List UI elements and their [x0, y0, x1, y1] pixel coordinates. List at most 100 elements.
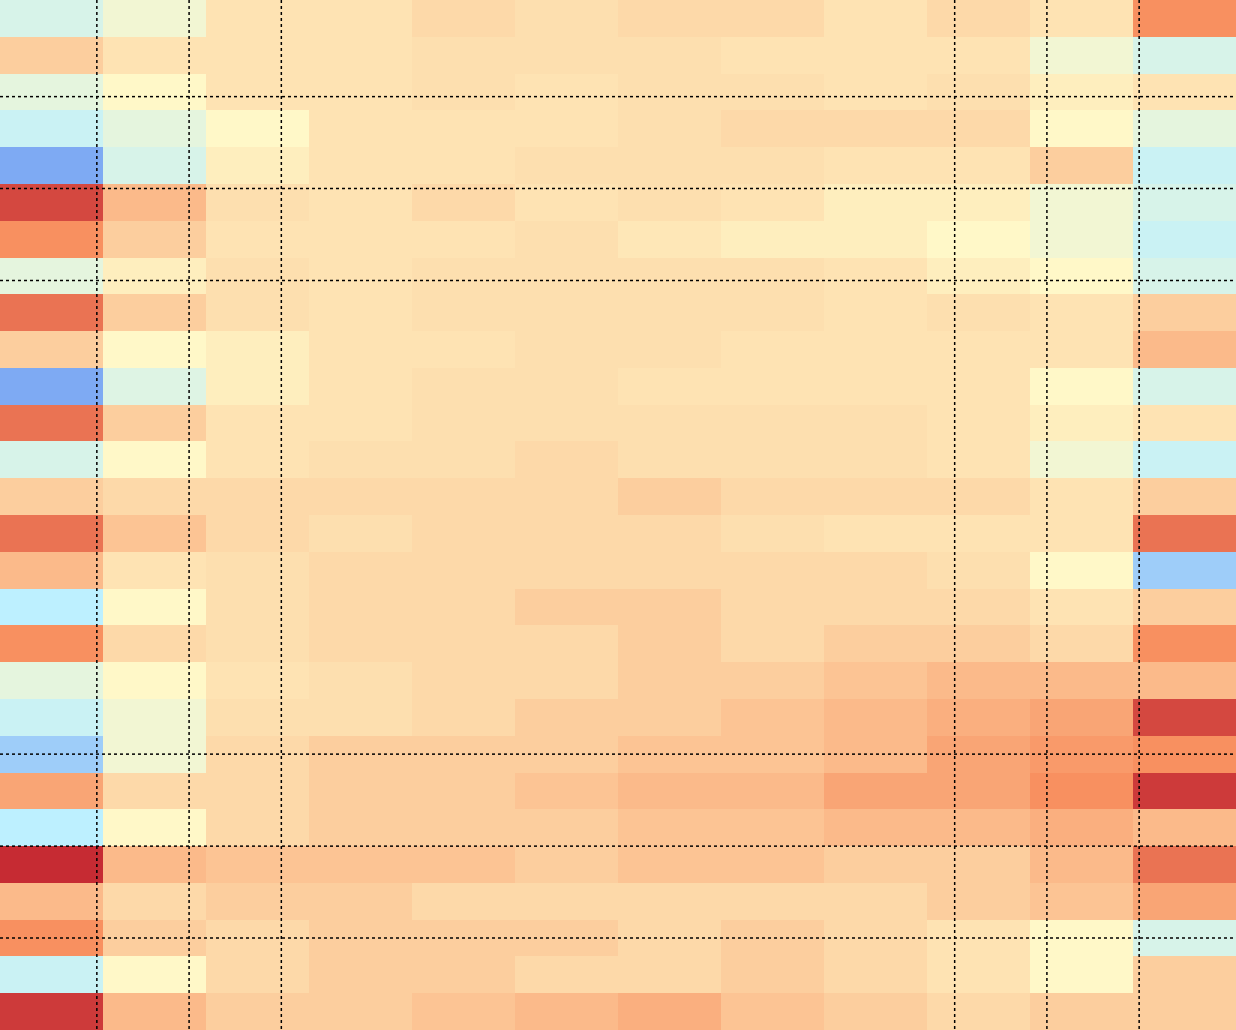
heatmap-cell [515, 0, 618, 37]
heatmap-cell [0, 294, 103, 331]
heatmap-cell [515, 589, 618, 625]
heatmap-cell [103, 956, 206, 993]
heatmap-cell [309, 478, 412, 515]
heatmap-cell [721, 147, 824, 184]
heatmap-cell [206, 294, 309, 331]
heatmap-cell [515, 405, 618, 441]
heatmap-cell [721, 441, 824, 478]
heatmap-cell [618, 331, 721, 368]
heatmap-cell [721, 221, 824, 258]
heatmap-cell [412, 405, 515, 441]
heatmap-cell [618, 441, 721, 478]
heatmap-cell [103, 405, 206, 441]
heatmap-cell [1030, 956, 1133, 993]
heatmap-cell [824, 478, 927, 515]
heatmap-cell [618, 74, 721, 110]
heatmap-cell [103, 74, 206, 110]
heatmap-cell [721, 846, 824, 883]
heatmap-cell [1133, 809, 1236, 846]
heatmap-cell [206, 589, 309, 625]
heatmap-cell [1133, 478, 1236, 515]
heatmap-cell [1133, 331, 1236, 368]
heatmap-cell [309, 221, 412, 258]
heatmap-cell [515, 221, 618, 258]
heatmap-cell [824, 809, 927, 846]
heatmap-cell [824, 515, 927, 552]
heatmap-cell [824, 37, 927, 74]
heatmap-cell [618, 405, 721, 441]
heatmap-cell [0, 736, 103, 773]
heatmap-cell [927, 368, 1030, 405]
heatmap-cell [309, 625, 412, 662]
heatmap-cell [618, 515, 721, 552]
heatmap-cell [721, 920, 824, 956]
heatmap-cell [618, 846, 721, 883]
heatmap-cell [1133, 184, 1236, 221]
heatmap-cell [824, 662, 927, 699]
heatmap-cell [515, 478, 618, 515]
heatmap-cell [1133, 0, 1236, 37]
heatmap-cell [206, 110, 309, 147]
heatmap-cell [1133, 773, 1236, 809]
heatmap-cell [0, 589, 103, 625]
heatmap-cell [927, 552, 1030, 589]
heatmap-cell [103, 110, 206, 147]
heatmap-cell [1133, 258, 1236, 294]
heatmap-cell [1133, 368, 1236, 405]
heatmap-cell [206, 920, 309, 956]
heatmap-cell [618, 147, 721, 184]
heatmap-cell [206, 368, 309, 405]
heatmap-cell [412, 0, 515, 37]
heatmap-cell [618, 736, 721, 773]
heatmap-cell [309, 662, 412, 699]
heatmap-cell [309, 809, 412, 846]
heatmap-cell [515, 993, 618, 1030]
heatmap-cell [103, 736, 206, 773]
heatmap-cell [309, 294, 412, 331]
heatmap-cell [824, 625, 927, 662]
heatmap-cell [927, 441, 1030, 478]
heatmap-cell [206, 662, 309, 699]
heatmap-cell [1133, 883, 1236, 920]
heatmap-cell [206, 221, 309, 258]
heatmap-cell [515, 956, 618, 993]
heatmap-cell [824, 74, 927, 110]
heatmap-cell [1030, 809, 1133, 846]
heatmap-cell [1030, 441, 1133, 478]
heatmap-cell [309, 0, 412, 37]
heatmap-cell [824, 846, 927, 883]
heatmap-cell [412, 331, 515, 368]
heatmap-cell [721, 773, 824, 809]
heatmap-cell [515, 258, 618, 294]
heatmap-cell [721, 809, 824, 846]
heatmap-cell [412, 221, 515, 258]
heatmap-cell [927, 515, 1030, 552]
heatmap-cell [515, 441, 618, 478]
heatmap-cell [618, 294, 721, 331]
heatmap-cell [1133, 147, 1236, 184]
heatmap-cell [1133, 405, 1236, 441]
heatmap-cell [0, 625, 103, 662]
heatmap-cell [721, 625, 824, 662]
heatmap-cell [927, 699, 1030, 736]
heatmap-cell [206, 552, 309, 589]
heatmap-cell [309, 515, 412, 552]
heatmap-cell [1030, 846, 1133, 883]
heatmap-cell [721, 74, 824, 110]
heatmap-cell [0, 147, 103, 184]
heatmap-cell [103, 37, 206, 74]
heatmap-cell [824, 405, 927, 441]
heatmap-cell [618, 883, 721, 920]
heatmap-cell [206, 993, 309, 1030]
heatmap-cell [309, 368, 412, 405]
heatmap-cell [721, 184, 824, 221]
heatmap-cell [412, 110, 515, 147]
heatmap-cell [103, 809, 206, 846]
heatmap-cell [412, 294, 515, 331]
heatmap-cell [721, 0, 824, 37]
heatmap-cell [206, 736, 309, 773]
heatmap-cell [1133, 993, 1236, 1030]
heatmap-cell [412, 515, 515, 552]
heatmap-cell [1133, 662, 1236, 699]
